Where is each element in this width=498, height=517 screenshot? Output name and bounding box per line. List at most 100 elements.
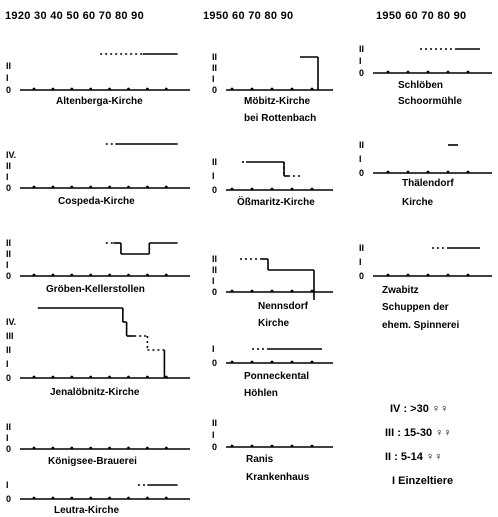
tick-jenaloebnitz [146,375,149,379]
tick-altenberga [51,87,55,91]
tick-thaelendorf [386,170,390,174]
female-symbol-icon: ♀♀ [425,451,443,463]
tick-nennsdorf [230,289,234,293]
label-leutra: Leutra-Kirche [54,505,120,516]
tick-koenigsee [146,446,149,450]
tick-schloeben [446,70,450,74]
tick-groeben [32,273,36,277]
label-altenberga: Altenberga-Kirche [56,96,143,107]
tick-jenaloebnitz [108,375,111,379]
level-label-thaelendorf: 0 [359,168,364,178]
level-label-cospeda: 0 [6,183,11,193]
tick-moebitz [250,87,254,91]
level-label-cospeda: IV. [6,150,16,160]
tick-jenaloebnitz [32,375,36,379]
level-label-zwabitz: 0 [359,271,364,281]
label-moebitz: Möbitz-Kirche [244,96,311,107]
tick-groeben [127,273,130,277]
tick-moebitz [270,87,274,91]
tick-ponneckental [310,360,314,364]
tick-leutra [70,496,74,500]
level-label-thaelendorf: I [359,154,362,164]
tick-jenaloebnitz [51,375,55,379]
tick-ranis [290,444,294,448]
tick-ranis [230,444,234,448]
label-zwabitz-2: Schuppen der [382,302,449,313]
tick-leutra [32,496,36,500]
tick-altenberga [89,87,93,91]
tick-groeben [89,273,93,277]
level-label-leutra: I [6,480,9,490]
level-label-groeben: II [6,249,11,259]
level-label-koenigsee: I [6,433,9,443]
level-label-oessmaritz: II [212,157,217,167]
female-symbol-icon: ♀♀ [435,427,452,439]
tick-cospeda [51,185,55,189]
tick-oessmaritz [250,187,254,191]
tick-cospeda [70,185,74,189]
tick-leutra [51,496,55,500]
level-label-jenaloebnitz: 0 [6,373,11,383]
tick-zwabitz [386,273,390,277]
level-label-jenaloebnitz: I [6,359,9,369]
tick-oessmaritz [310,187,314,191]
tick-ranis [250,444,254,448]
tick-leutra [127,496,130,500]
label-ranis-2: Krankenhaus [246,472,310,483]
tick-cospeda [89,185,93,189]
level-label-schloeben: 0 [359,68,364,78]
label-ponneckental-2: Höhlen [244,388,278,399]
level-label-ranis: II [212,418,217,428]
tick-ponneckental [250,360,254,364]
tick-leutra [164,496,168,500]
level-label-thaelendorf: II [359,140,364,150]
tick-cospeda [146,185,149,189]
level-label-schloeben: II [359,44,364,54]
tick-groeben [70,273,74,277]
tick-cospeda [32,185,36,189]
header-col2: 1950 60 70 80 90 [203,10,294,22]
tick-schloeben [466,70,470,74]
tick-ponneckental [270,360,274,364]
level-label-moebitz: I [212,74,215,84]
tick-jenaloebnitz [70,375,74,379]
tick-leutra [89,496,93,500]
label-zwabitz: Zwabitz [382,285,419,296]
label-moebitz-2: bei Rottenbach [244,113,317,124]
tick-ranis [270,444,274,448]
tick-thaelendorf [406,170,410,174]
tick-altenberga [32,87,36,91]
level-label-ranis: I [212,430,215,440]
tick-koenigsee [108,446,111,450]
level-label-moebitz: II [212,52,217,62]
tick-jenaloebnitz [127,375,130,379]
tick-koenigsee [127,446,130,450]
label-nennsdorf: Nennsdorf [258,301,308,312]
tick-koenigsee [70,446,74,450]
level-label-zwabitz: II [359,243,364,253]
tick-nennsdorf [250,289,254,293]
label-schloeben: Schlöben [398,80,444,91]
level-label-jenaloebnitz: IV. [6,317,16,327]
tick-nennsdorf [310,289,314,293]
tick-cospeda [164,185,168,189]
tick-zwabitz [406,273,410,277]
level-label-zwabitz: I [359,257,362,267]
tick-altenberga [108,87,111,91]
tick-moebitz [230,87,234,91]
level-label-koenigsee: II [6,422,11,432]
level-label-nennsdorf: II [212,254,217,264]
tick-groeben [164,273,168,277]
tick-nennsdorf [270,289,274,293]
tick-altenberga [146,87,149,91]
level-label-moebitz: II [212,63,217,73]
tick-moebitz [310,87,314,91]
legend-iii: III : 15-30 ♀♀ [385,427,452,439]
label-koenigsee: Königsee-Brauerei [48,456,137,467]
level-label-schloeben: I [359,56,362,66]
label-thaelendorf-2: Kirche [402,197,434,208]
tick-altenberga [70,87,74,91]
level-label-groeben: 0 [6,271,11,281]
tick-schloeben [386,70,390,74]
level-label-jenaloebnitz: III [6,331,14,341]
